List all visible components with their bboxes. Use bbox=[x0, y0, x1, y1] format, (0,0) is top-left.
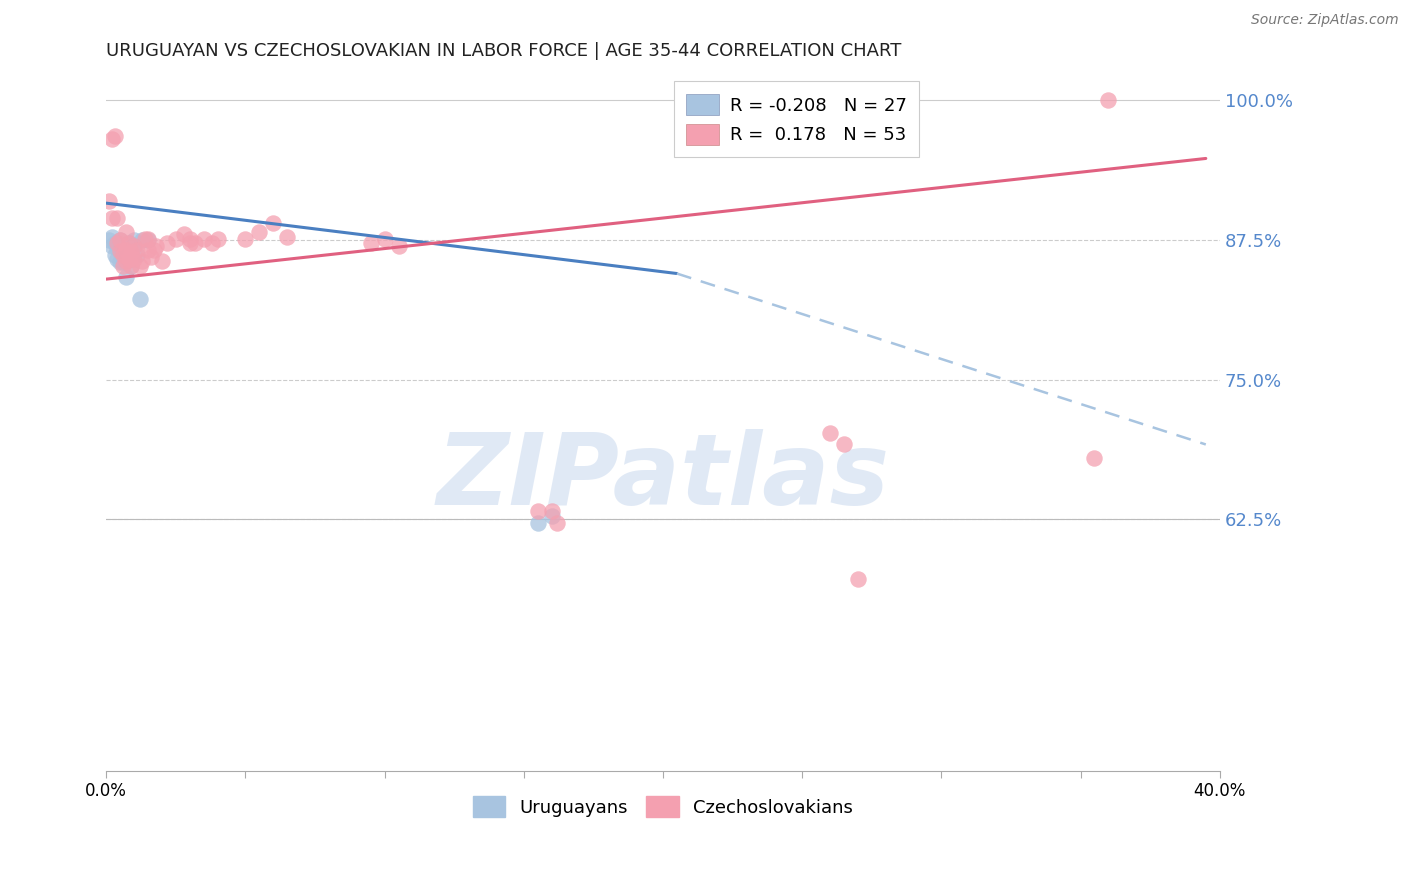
Point bbox=[387, 238, 409, 252]
Point bbox=[117, 244, 139, 259]
Point bbox=[117, 236, 139, 251]
Point bbox=[98, 233, 121, 247]
Point bbox=[165, 232, 187, 246]
Point bbox=[101, 132, 124, 146]
Point bbox=[136, 243, 159, 257]
Point bbox=[111, 259, 134, 273]
Point bbox=[526, 516, 548, 530]
Point bbox=[193, 232, 215, 246]
Point bbox=[120, 252, 142, 266]
Point bbox=[235, 232, 257, 246]
Point bbox=[179, 236, 201, 251]
Point bbox=[122, 238, 145, 252]
Point bbox=[108, 244, 131, 259]
Point bbox=[832, 437, 855, 451]
Point bbox=[103, 129, 125, 144]
Point bbox=[120, 259, 142, 273]
Point bbox=[114, 243, 136, 257]
Point bbox=[156, 236, 179, 251]
Point bbox=[117, 252, 139, 266]
Point bbox=[179, 232, 201, 246]
Point bbox=[120, 245, 142, 260]
Point bbox=[818, 426, 841, 441]
Point bbox=[108, 233, 131, 247]
Point bbox=[122, 233, 145, 247]
Point bbox=[128, 292, 150, 306]
Point bbox=[103, 247, 125, 261]
Point bbox=[262, 216, 284, 230]
Point bbox=[150, 254, 173, 268]
Point bbox=[114, 225, 136, 239]
Point bbox=[145, 238, 167, 252]
Point bbox=[540, 504, 562, 518]
Point bbox=[1097, 94, 1119, 108]
Point bbox=[184, 236, 207, 251]
Point bbox=[101, 211, 124, 225]
Point bbox=[540, 508, 562, 523]
Point bbox=[122, 252, 145, 266]
Point bbox=[131, 254, 153, 268]
Point bbox=[276, 229, 298, 244]
Point bbox=[108, 244, 131, 259]
Point bbox=[114, 247, 136, 261]
Point bbox=[117, 252, 139, 266]
Point bbox=[122, 238, 145, 252]
Point bbox=[101, 238, 124, 252]
Point bbox=[111, 247, 134, 261]
Point bbox=[546, 516, 568, 530]
Point bbox=[526, 504, 548, 518]
Point bbox=[173, 227, 195, 242]
Point bbox=[125, 243, 148, 257]
Point bbox=[111, 247, 134, 261]
Point bbox=[136, 233, 159, 247]
Point bbox=[111, 255, 134, 269]
Point bbox=[142, 243, 165, 257]
Text: URUGUAYAN VS CZECHOSLOVAKIAN IN LABOR FORCE | AGE 35-44 CORRELATION CHART: URUGUAYAN VS CZECHOSLOVAKIAN IN LABOR FO… bbox=[107, 42, 901, 60]
Point bbox=[207, 232, 229, 246]
Point bbox=[98, 194, 121, 208]
Point bbox=[201, 236, 224, 251]
Point bbox=[134, 232, 156, 246]
Point bbox=[125, 247, 148, 261]
Point bbox=[846, 572, 869, 586]
Point bbox=[117, 236, 139, 251]
Point bbox=[101, 229, 124, 244]
Point bbox=[105, 241, 128, 255]
Point bbox=[114, 254, 136, 268]
Point bbox=[136, 232, 159, 246]
Point bbox=[108, 233, 131, 247]
Point bbox=[360, 236, 382, 251]
Point bbox=[131, 233, 153, 247]
Point bbox=[374, 232, 396, 246]
Point bbox=[103, 236, 125, 251]
Point bbox=[105, 211, 128, 225]
Point bbox=[105, 252, 128, 266]
Text: Source: ZipAtlas.com: Source: ZipAtlas.com bbox=[1251, 13, 1399, 28]
Legend: Uruguayans, Czechoslovakians: Uruguayans, Czechoslovakians bbox=[465, 789, 860, 824]
Point bbox=[128, 259, 150, 273]
Point bbox=[120, 259, 142, 273]
Text: ZIPatlas: ZIPatlas bbox=[436, 429, 890, 526]
Point bbox=[114, 269, 136, 284]
Point bbox=[108, 255, 131, 269]
Point bbox=[105, 236, 128, 251]
Point bbox=[1083, 450, 1105, 465]
Point bbox=[247, 225, 270, 239]
Point bbox=[139, 250, 162, 264]
